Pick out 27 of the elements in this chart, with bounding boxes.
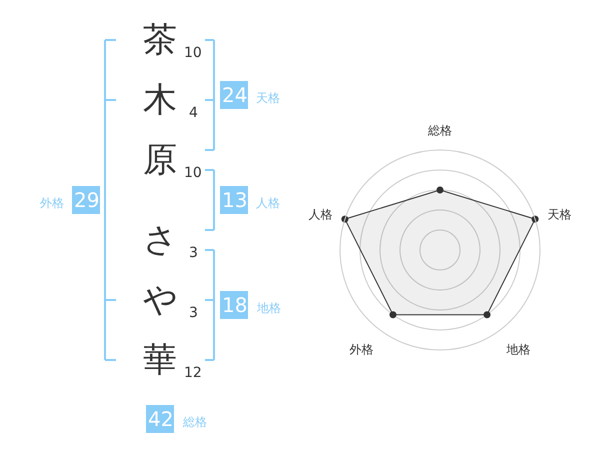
category-label: 天格 <box>256 91 280 105</box>
category-label: 人格 <box>256 196 280 210</box>
category-label: 木 <box>143 80 177 120</box>
data-label: 3 <box>189 245 198 261</box>
data-label: 13 <box>222 188 248 212</box>
spoke-label: 地格 <box>505 342 530 357</box>
data-label: 10 <box>184 165 202 181</box>
category-label: 外格 <box>40 196 64 210</box>
category-label: や <box>143 280 178 320</box>
category-label: 地格 <box>256 301 281 315</box>
data-label: 24 <box>222 83 248 107</box>
data-label: 29 <box>74 188 100 212</box>
data-label: 18 <box>222 293 248 317</box>
spoke-label: 天格 <box>547 207 572 222</box>
spoke-label: 総格 <box>427 124 452 138</box>
category-label: 華 <box>143 340 177 380</box>
category-label: 原 <box>143 140 177 180</box>
data-label: 4 <box>189 105 198 121</box>
data-label: 12 <box>184 365 202 381</box>
spoke-label: 人格 <box>308 207 333 222</box>
category-label: さ <box>143 220 178 260</box>
category-label: 総格 <box>182 415 207 429</box>
data-label: 3 <box>189 305 198 321</box>
category-label: 茶 <box>143 20 177 60</box>
data-label: 10 <box>184 45 202 61</box>
data-label: 42 <box>148 407 174 431</box>
spoke-label: 外格 <box>350 342 374 357</box>
